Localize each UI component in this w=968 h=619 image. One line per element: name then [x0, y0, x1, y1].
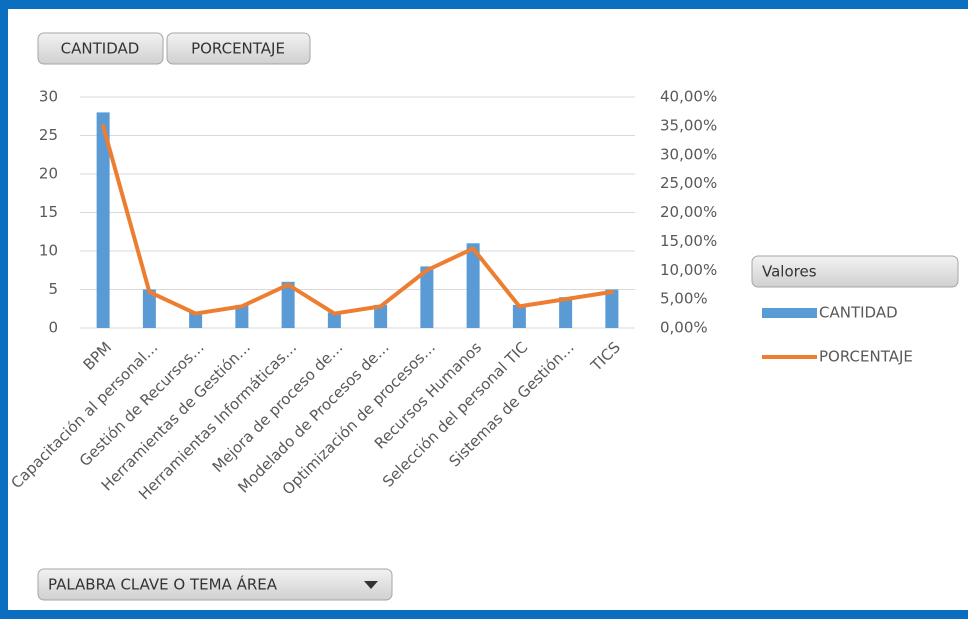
y-tick-label: 0 — [48, 319, 58, 337]
bar — [374, 304, 388, 328]
bar — [327, 312, 341, 328]
y-tick-label: 5 — [48, 280, 58, 298]
bar — [420, 266, 434, 328]
bar — [605, 289, 619, 328]
bar — [281, 281, 295, 328]
dropdown-arrow[interactable] — [364, 581, 378, 589]
field-button-label[interactable]: CANTIDAD — [61, 40, 140, 58]
y2-tick-label: 0,00% — [660, 319, 708, 337]
y2-tick-label: 35,00% — [660, 116, 717, 134]
y2-tick-label: 10,00% — [660, 261, 717, 279]
y-tick-label: 15 — [39, 203, 58, 221]
line — [101, 123, 614, 316]
y2-tick-label: 25,00% — [660, 174, 717, 192]
y-tick-label: 20 — [39, 165, 58, 183]
bar — [189, 312, 203, 328]
bar — [466, 243, 480, 328]
bar — [512, 304, 526, 328]
legend-title-box: Valores — [751, 255, 959, 288]
axis-field-label[interactable]: PALABRA CLAVE O TEMA ÁREA — [48, 575, 278, 594]
y-tick-label: 30 — [39, 88, 58, 106]
legend-label: PORCENTAJE — [819, 348, 913, 366]
field-button-label[interactable]: PORCENTAJE — [191, 40, 285, 58]
bar — [235, 304, 249, 328]
field-button[interactable]: PORCENTAJE — [166, 32, 311, 65]
y-tick-label: 25 — [39, 126, 58, 144]
y2-tick-label: 5,00% — [660, 290, 708, 308]
y2-tick-label: 40,00% — [660, 88, 717, 106]
field-button[interactable]: CANTIDAD — [37, 32, 164, 65]
y2-tick-label: 15,00% — [660, 232, 717, 250]
y2-tick-label: 30,00% — [660, 145, 717, 163]
axis-field-button[interactable]: PALABRA CLAVE O TEMA ÁREA — [37, 568, 393, 601]
legend-title: Valores — [762, 263, 817, 281]
legend-swatch — [762, 308, 817, 318]
bar — [96, 112, 110, 329]
bar — [559, 297, 573, 328]
plot: 0 5 10 15 20 25 30 0,00% 5,00% 10,00% 15,00% 20,00%… — [8, 88, 717, 504]
legend-label: CANTIDAD — [819, 304, 898, 322]
y2-tick-label: 20,00% — [660, 203, 717, 221]
y-tick-label: 10 — [39, 242, 58, 260]
bar — [142, 289, 156, 328]
